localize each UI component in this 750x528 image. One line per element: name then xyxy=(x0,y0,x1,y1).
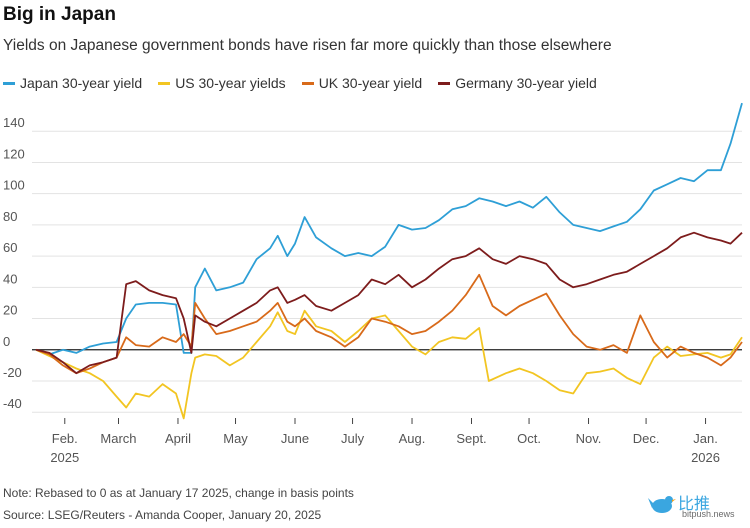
x-tick-label: Jan. xyxy=(693,431,718,446)
x-tick-label: Nov. xyxy=(576,431,602,446)
x-tick-label: May xyxy=(223,431,248,446)
legend-label: US 30-year yields xyxy=(175,75,286,91)
footnote: Note: Rebased to 0 as at January 17 2025… xyxy=(3,486,354,500)
y-tick-label: 120 xyxy=(3,146,25,161)
legend-item: UK 30-year yield xyxy=(301,75,423,91)
line-chart: -40 -20 0 20 40 60 80 100 120 140 Feb. 2025 March Apr… xyxy=(3,102,743,465)
legend: Japan 30-year yield US 30-year yields UK 3… xyxy=(3,75,597,91)
bird-logo-icon xyxy=(648,496,676,513)
y-tick-label: 140 xyxy=(3,115,25,130)
series-line xyxy=(35,309,743,420)
x-tick-label: Feb. xyxy=(52,431,78,446)
legend-label: UK 30-year yield xyxy=(318,75,423,91)
x-tick-label: June xyxy=(281,431,309,446)
x-tick-year-label: 2026 xyxy=(691,450,720,465)
x-tick-label: July xyxy=(341,431,365,446)
y-tick-label: 40 xyxy=(3,271,17,286)
chart-subtitle: Yields on Japanese government bonds have… xyxy=(3,37,612,54)
y-tick-label: 60 xyxy=(3,240,17,255)
legend-swatch xyxy=(301,81,314,85)
y-tick-label: 80 xyxy=(3,209,17,224)
legend-swatch xyxy=(158,81,171,85)
legend-item: Germany 30-year yield xyxy=(438,75,597,91)
x-tick-label: March xyxy=(100,431,136,446)
legend-swatch xyxy=(438,81,451,85)
x-tick-label: Sept. xyxy=(456,431,486,446)
y-tick-label: -40 xyxy=(3,396,22,411)
y-tick-label: 100 xyxy=(3,178,25,193)
x-tick-label: Dec. xyxy=(633,431,660,446)
x-tick-label: Oct. xyxy=(517,431,541,446)
watermark-text: 比推 xyxy=(678,496,711,513)
x-tick-label: Aug. xyxy=(399,431,426,446)
legend-item: US 30-year yields xyxy=(158,75,286,91)
y-tick-label: -20 xyxy=(3,365,22,380)
legend-swatch xyxy=(3,81,15,85)
watermark-subtext: bitpush.news xyxy=(682,509,735,519)
watermark: 比推 bitpush.news xyxy=(648,488,748,524)
x-tick-year-label: 2025 xyxy=(50,450,79,465)
y-tick-label: 0 xyxy=(3,334,10,349)
chart-title: Big in Japan xyxy=(3,4,116,25)
series-line xyxy=(35,102,743,356)
legend-item: Japan 30-year yield xyxy=(3,75,142,91)
x-tick-label: April xyxy=(165,431,191,446)
legend-label: Japan 30-year yield xyxy=(20,75,143,91)
source-credit: Source: LSEG/Reuters - Amanda Cooper, Ja… xyxy=(3,508,322,522)
legend-label: Germany 30-year yield xyxy=(455,75,597,91)
y-tick-label: 20 xyxy=(3,303,17,318)
series-line xyxy=(35,273,743,375)
series-line xyxy=(35,231,743,375)
